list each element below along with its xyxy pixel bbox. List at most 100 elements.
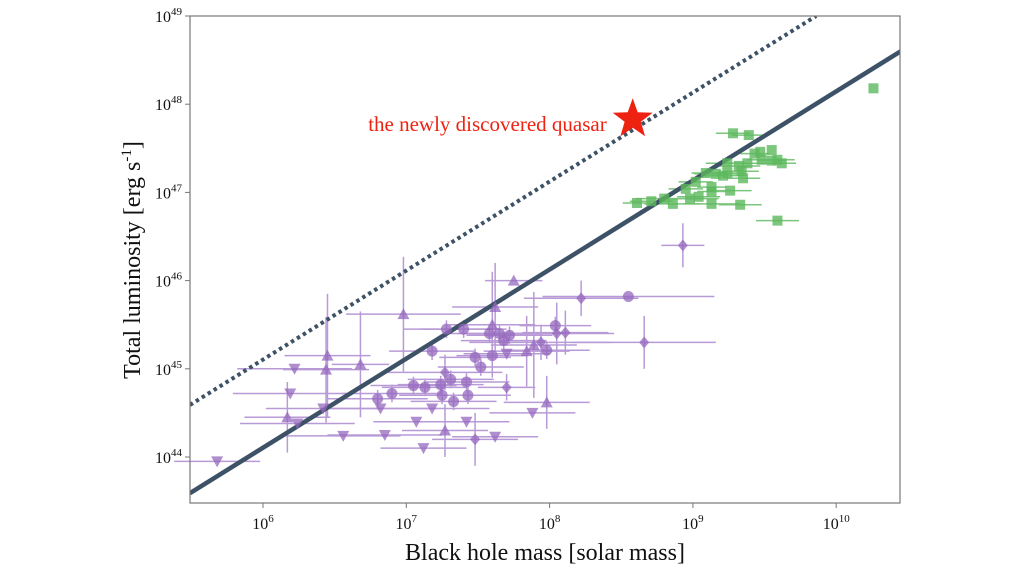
high-mass-quasars-point: [756, 154, 767, 165]
circles-point: [419, 381, 431, 393]
downward-triangles-point: [417, 443, 430, 455]
downward-triangles-point: [211, 456, 224, 468]
y-tick-exponent: 45: [171, 359, 183, 371]
high-mass-quasars-point: [733, 160, 744, 171]
circles-point: [483, 328, 495, 340]
y-tick-base: 10: [155, 97, 171, 114]
x-axis-title: Black hole mass [solar mass]: [405, 540, 685, 566]
y-axis-title-sup: -1: [119, 149, 135, 162]
upward-triangles-point: [507, 274, 520, 286]
diamonds-point: [560, 326, 571, 339]
circles-point: [372, 393, 384, 405]
circles-point: [426, 345, 438, 357]
downward-triangles-point: [288, 363, 301, 375]
x-tick-base: 10: [682, 516, 698, 533]
x-tick-base: 10: [823, 516, 839, 533]
high-mass-quasars-point: [736, 166, 747, 177]
circles-point: [435, 379, 447, 391]
high-mass-quasars-point: [685, 193, 696, 204]
x-tick-exponent: 10: [839, 513, 851, 525]
high-mass-quasars-point: [706, 198, 717, 209]
upward-triangles-point: [489, 301, 502, 313]
y-tick-label: 1046: [155, 271, 183, 291]
circles-point: [436, 389, 448, 401]
y-axis-title-close: ]: [120, 141, 146, 149]
plot-frame: [189, 15, 901, 504]
x-tick-label: 106: [252, 513, 274, 533]
high-mass-quasars-point: [632, 197, 643, 208]
circles-point: [469, 351, 481, 363]
star-marker-icon: [612, 98, 653, 137]
high-mass-quasars-point: [743, 130, 754, 141]
y-tick-label: 1049: [155, 6, 183, 26]
x-tick-label: 108: [539, 513, 561, 533]
x-axis-ticks: 106 107 108 109 1010: [252, 503, 850, 533]
y-tick-exponent: 49: [171, 6, 183, 18]
x-tick-exponent: 8: [555, 513, 561, 525]
y-tick-base: 10: [155, 450, 171, 467]
y-tick-label: 1047: [155, 182, 183, 202]
diamonds-point: [677, 239, 688, 252]
high-mass-quasars-point: [868, 83, 879, 94]
diamonds-point: [639, 336, 650, 349]
circles-point: [549, 320, 561, 332]
high-mass-quasars-point: [735, 199, 746, 210]
high-mass-quasars-point: [766, 145, 777, 156]
high-mass-quasars-point: [659, 193, 670, 204]
circles-point: [475, 361, 487, 373]
y-tick-base: 10: [155, 274, 171, 291]
x-tick-label: 109: [682, 513, 704, 533]
diamonds-point: [501, 381, 512, 394]
circles-point: [445, 373, 457, 385]
x-tick-base: 10: [539, 516, 555, 533]
downward-triangles-point: [284, 388, 297, 400]
downward-triangles-point: [500, 348, 513, 360]
data-markers: [211, 83, 879, 468]
y-tick-label: 1044: [155, 447, 183, 467]
high-mass-quasars-point: [738, 173, 749, 184]
downward-triangles-point: [410, 416, 423, 428]
high-mass-quasars-point: [700, 167, 711, 178]
high-mass-quasars-point: [722, 158, 733, 169]
upward-triangles-point: [486, 318, 499, 330]
downward-triangles-point: [291, 418, 304, 430]
x-tick-base: 10: [252, 516, 268, 533]
x-tick-exponent: 9: [698, 513, 704, 525]
x-tick-base: 10: [396, 516, 412, 533]
y-tick-label: 1045: [155, 359, 183, 379]
diamonds-point: [536, 336, 547, 349]
y-axis-title-main: Total luminosity [erg s: [120, 162, 146, 379]
y-tick-label: 1048: [155, 94, 183, 114]
upward-triangles-point: [321, 349, 334, 361]
circles-point: [541, 344, 553, 356]
high-mass-quasars-point: [646, 196, 657, 207]
high-mass-quasars-point: [725, 185, 736, 196]
y-tick-base: 10: [155, 362, 171, 379]
upward-triangles-point: [540, 396, 553, 408]
high-mass-quasars-point: [749, 148, 760, 159]
upward-triangles-point: [354, 358, 367, 370]
y-tick-exponent: 46: [171, 271, 183, 283]
circles-point: [498, 335, 510, 347]
diamonds-point: [576, 292, 587, 305]
eddington-limit-line: [190, 49, 900, 496]
annotation-star: [612, 98, 653, 137]
high-mass-quasars-point: [690, 176, 701, 187]
circles-point: [460, 376, 472, 388]
downward-triangles-point: [374, 403, 387, 415]
x-tick-exponent: 6: [268, 513, 274, 525]
circles-point: [386, 387, 398, 399]
high-mass-quasars-point: [710, 168, 721, 179]
x-tick-label: 107: [396, 513, 418, 533]
high-mass-quasars-point: [776, 158, 787, 169]
downward-triangles-point: [337, 430, 350, 442]
downward-triangles-point: [378, 429, 391, 441]
circles-point: [462, 389, 474, 401]
upward-triangles-point: [397, 308, 410, 320]
circles-point: [448, 395, 460, 407]
y-tick-base: 10: [155, 9, 171, 26]
high-mass-quasars-point: [706, 186, 717, 197]
high-mass-quasars-point: [772, 215, 783, 226]
upward-triangles-point: [438, 424, 451, 436]
